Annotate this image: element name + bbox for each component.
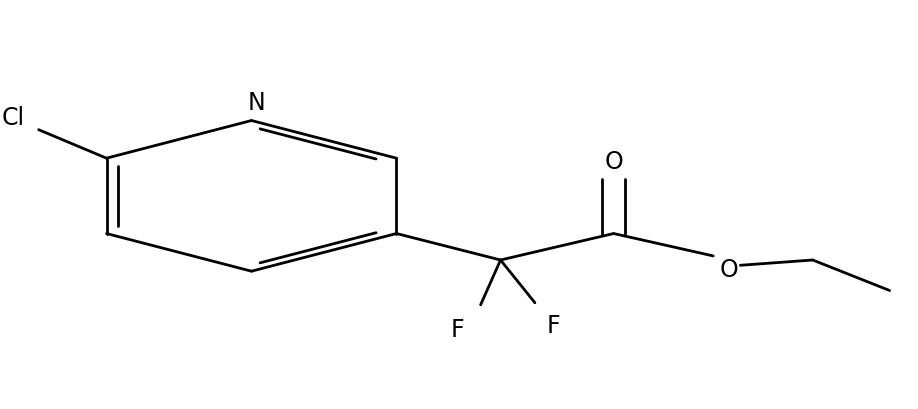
Text: F: F — [546, 313, 560, 337]
Text: O: O — [604, 150, 623, 174]
Text: N: N — [247, 91, 265, 115]
Text: O: O — [720, 258, 739, 282]
Text: F: F — [451, 317, 464, 342]
Text: Cl: Cl — [2, 106, 25, 130]
